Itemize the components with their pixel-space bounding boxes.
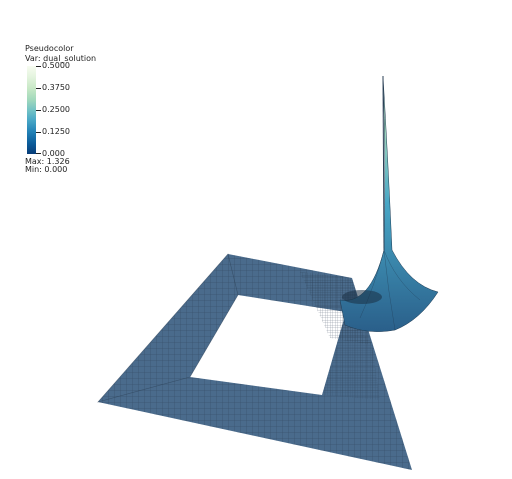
tick-label: 0.1250 <box>42 127 70 136</box>
tick-mark <box>36 153 41 154</box>
solution-peak <box>339 75 439 332</box>
tick-mark <box>36 132 41 133</box>
min-label: Min: 0.000 <box>25 165 68 174</box>
mesh-surface <box>97 253 412 470</box>
tick-mark <box>36 110 41 111</box>
tick-mark <box>36 66 41 67</box>
tick-label: 0.2500 <box>42 105 70 114</box>
color-bar <box>27 66 36 154</box>
tick-mark <box>36 88 41 89</box>
legend-var: Var: dual_solution <box>25 54 97 63</box>
tick-label: 0.3750 <box>42 83 70 92</box>
legend-title: Pseudocolor <box>25 44 74 53</box>
tick-label: 0.000 <box>42 149 65 158</box>
tick-label: 0.5000 <box>42 61 70 70</box>
max-label: Max: 1.326 <box>25 157 70 166</box>
